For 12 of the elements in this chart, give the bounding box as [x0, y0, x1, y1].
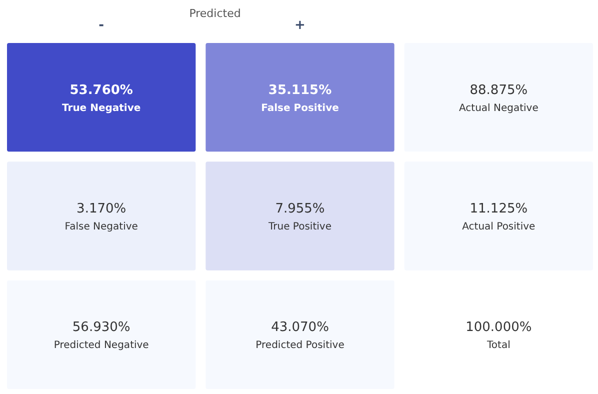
data-label: 88.875% Actual Negative [458, 82, 538, 114]
x-tick-label: + [294, 18, 306, 33]
data-label: 100.000% Total [466, 320, 532, 352]
data-label: 3.170% False Negative [64, 202, 138, 232]
data-label: 53.760% True Negative [62, 82, 141, 114]
data-label: 35.115% False Positive [261, 82, 340, 114]
data-label: 11.125% Actual Positive [462, 202, 536, 232]
x-tick-label: - [98, 18, 104, 33]
x-axis-title: Predicted [189, 7, 241, 20]
data-label: 7.955% True Positive [268, 202, 332, 232]
data-label: 56.930% Predicted Negative [54, 320, 149, 352]
data-label: 43.070% Predicted Positive [256, 320, 344, 352]
